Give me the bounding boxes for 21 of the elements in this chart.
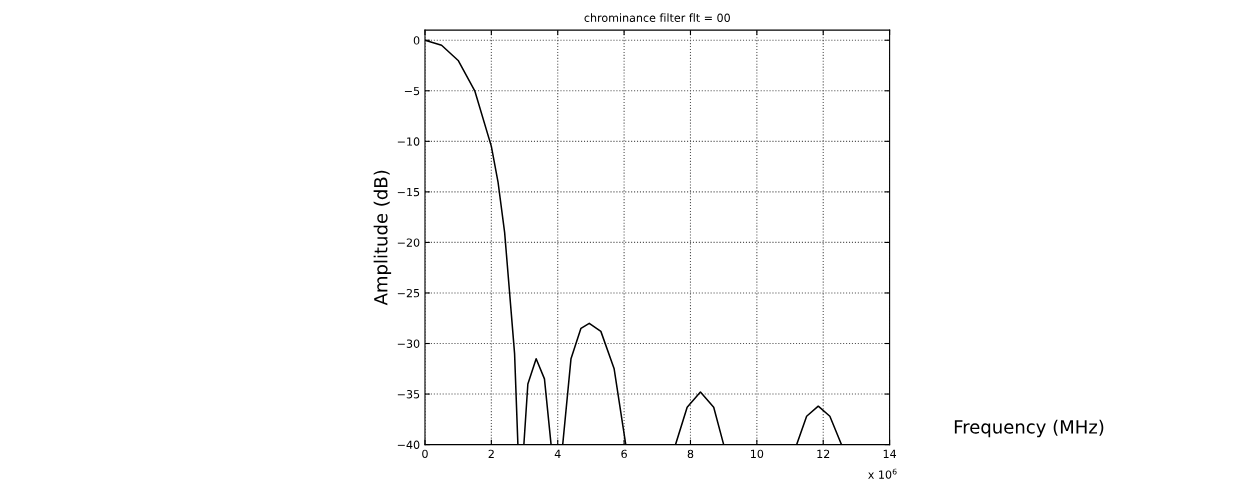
text: x 10$^{6}$ bbox=[868, 468, 897, 479]
chart-title: chrominance filter flt = 00 bbox=[584, 13, 730, 22]
y-tick-label: −30 bbox=[397, 339, 420, 348]
x-tick-label: 12 bbox=[817, 449, 830, 458]
x-tick-label: 8 bbox=[687, 449, 694, 459]
x-tick-label: 4 bbox=[554, 449, 561, 458]
x-tick-label: 0 bbox=[422, 449, 428, 459]
y-tick-label: −10 bbox=[397, 137, 420, 146]
y-tick-label: −15 bbox=[397, 188, 420, 197]
y-axis-title: Amplitude (dB) bbox=[373, 170, 392, 306]
y-tick-label: −35 bbox=[397, 390, 420, 399]
y-tick-label: −20 bbox=[397, 238, 420, 247]
y-tick-label: 0 bbox=[413, 36, 420, 45]
y-tick-label: −40 bbox=[397, 440, 420, 449]
x-tick-label: 6 bbox=[621, 449, 627, 459]
y-tick-label: −25 bbox=[397, 288, 420, 298]
x-tick-label: 2 bbox=[488, 449, 494, 458]
x-axis-title: Frequency (MHz) bbox=[954, 419, 1104, 438]
y-tick-label: −5 bbox=[404, 86, 420, 96]
x-tick-label: 10 bbox=[751, 449, 764, 459]
x-tick-label: 14 bbox=[883, 449, 897, 458]
